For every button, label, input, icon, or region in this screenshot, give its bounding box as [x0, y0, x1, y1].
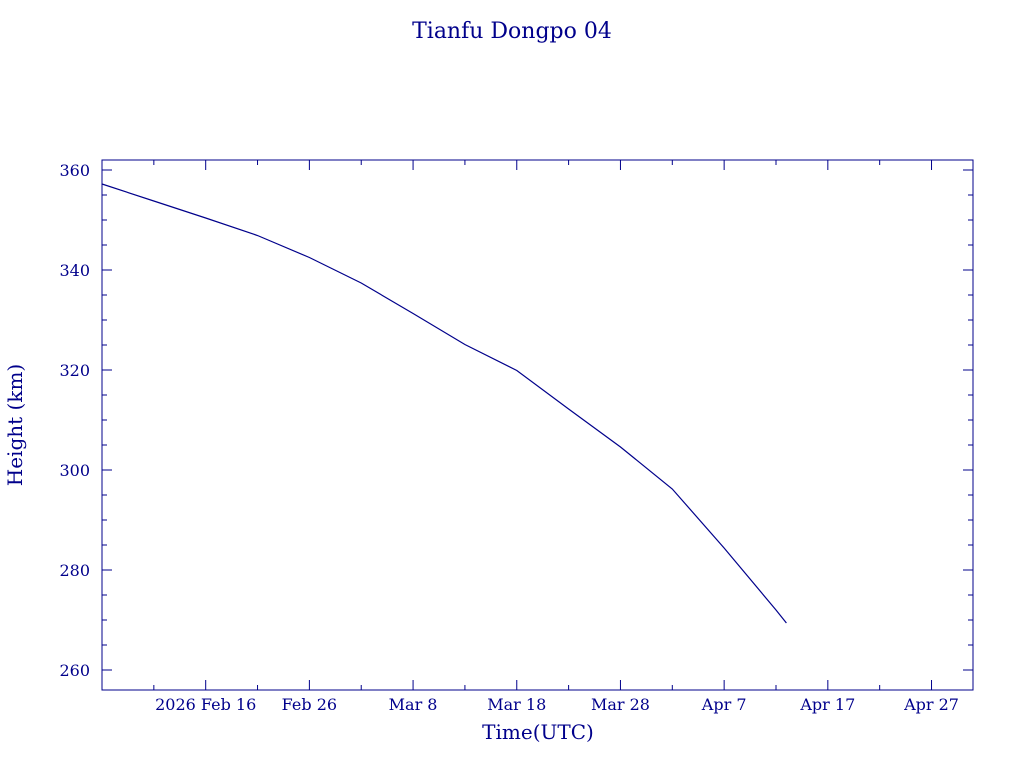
x-tick-label: Mar 18 [487, 695, 546, 714]
x-tick-label: Feb 26 [282, 695, 337, 714]
series-line [101, 183, 787, 624]
y-tick-label: 360 [59, 161, 90, 180]
chart-title: Tianfu Dongpo 04 [412, 19, 612, 44]
y-tick-label: 340 [59, 261, 90, 280]
plot-frame [101, 159, 974, 691]
y-tick-label: 320 [59, 361, 90, 380]
y-tick-label: 260 [59, 661, 90, 680]
x-tick-label: Mar 28 [591, 695, 650, 714]
x-tick-label: Mar 8 [389, 695, 438, 714]
y-tick-label: 280 [59, 561, 90, 580]
x-tick-label: Apr 17 [799, 695, 855, 714]
x-axis-label: Time(UTC) [482, 720, 594, 744]
x-tick-label: Apr 7 [701, 695, 747, 714]
x-tick-label: Apr 27 [903, 695, 959, 714]
y-tick-label: 300 [59, 461, 90, 480]
x-tick-label: 2026 Feb 16 [155, 695, 256, 714]
y-axis: 260 280 300 320 340 360 [59, 161, 973, 680]
y-axis-label: Height (km) [3, 364, 27, 486]
x-axis: 2026 Feb 16 Feb 26 Mar 8 Mar 18 Mar 28 Apr 7 A… [101, 160, 959, 714]
